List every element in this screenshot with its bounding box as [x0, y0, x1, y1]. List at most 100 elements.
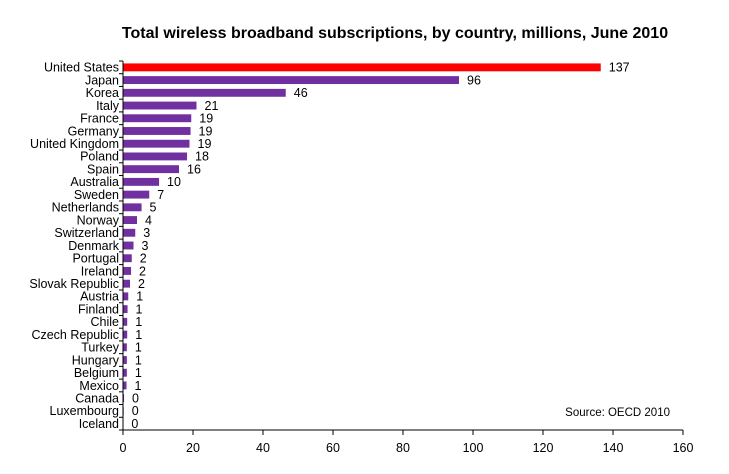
category-label-sweden: Sweden: [74, 188, 119, 202]
bar-austria: [123, 292, 129, 301]
value-label-czech-republic: 1: [135, 328, 142, 342]
value-label-turkey: 1: [135, 341, 142, 355]
value-label-mexico: 1: [135, 379, 142, 393]
value-label-korea: 46: [294, 86, 308, 100]
category-labels: United StatesJapanKoreaItalyFranceGerman…: [29, 61, 119, 431]
value-label-ireland: 2: [139, 264, 146, 278]
bar-france: [123, 114, 192, 123]
category-label-finland: Finland: [78, 302, 119, 316]
category-label-hungary: Hungary: [72, 353, 120, 367]
value-label-italy: 21: [205, 99, 219, 113]
bar-norway: [123, 216, 137, 224]
bar-ireland: [123, 267, 132, 275]
value-label-canada: 0: [132, 391, 139, 405]
x-tick-label: 100: [463, 441, 484, 455]
value-label-australia: 10: [167, 175, 181, 189]
category-label-poland: Poland: [80, 150, 119, 164]
bar-italy: [123, 101, 197, 110]
category-label-japan: Japan: [85, 73, 119, 87]
bar-japan: [123, 76, 459, 85]
value-label-netherlands: 5: [150, 201, 157, 215]
bar-portugal: [123, 254, 132, 263]
value-label-germany: 19: [199, 124, 213, 138]
value-label-norway: 4: [145, 213, 152, 227]
x-tick-label: 20: [186, 441, 200, 455]
value-label-poland: 18: [195, 150, 209, 164]
value-label-iceland: 0: [131, 417, 138, 431]
x-tick-label: 0: [120, 441, 127, 455]
x-tick-label: 160: [673, 441, 694, 455]
category-label-canada: Canada: [75, 391, 119, 405]
bar-mexico: [123, 381, 127, 390]
bar-germany: [123, 127, 191, 135]
value-label-chile: 1: [135, 315, 142, 329]
bar-poland: [123, 152, 188, 161]
bar-belgium: [123, 368, 127, 377]
bar-finland: [123, 305, 128, 314]
category-label-australia: Australia: [70, 175, 119, 189]
value-label-luxembourg: 0: [132, 404, 139, 418]
bar-australia: [123, 177, 160, 186]
category-label-mexico: Mexico: [79, 379, 119, 393]
bar-chile: [123, 317, 128, 326]
value-label-sweden: 7: [157, 188, 164, 202]
chart-source: Source: OECD 2010: [565, 407, 670, 419]
x-tick-label: 40: [256, 441, 270, 455]
bar-korea: [123, 88, 286, 97]
category-label-denmark: Denmark: [68, 239, 119, 253]
value-label-portugal: 2: [140, 252, 147, 266]
bar-switzerland: [123, 228, 136, 237]
category-label-united-kingdom: United Kingdom: [30, 137, 119, 151]
category-label-slovak-republic: Slovak Republic: [29, 277, 119, 291]
bar-hungary: [123, 356, 127, 364]
category-label-ireland: Ireland: [81, 264, 119, 278]
category-label-austria: Austria: [80, 290, 119, 304]
bar-turkey: [123, 343, 127, 352]
category-label-france: France: [80, 112, 119, 126]
bar-sweden: [123, 190, 150, 199]
chart-title: Total wireless broadband subscriptions, …: [122, 25, 668, 42]
category-label-chile: Chile: [91, 315, 120, 329]
x-tick-label: 80: [396, 441, 410, 455]
category-label-spain: Spain: [87, 162, 119, 176]
category-label-iceland: Iceland: [79, 417, 119, 431]
value-label-spain: 16: [187, 162, 201, 176]
category-label-norway: Norway: [77, 213, 120, 227]
bar-united-states: [123, 63, 601, 72]
bar-canada: [123, 394, 125, 403]
category-label-belgium: Belgium: [74, 366, 119, 380]
value-label-slovak-republic: 2: [138, 277, 145, 291]
value-label-belgium: 1: [135, 366, 142, 380]
value-label-austria: 1: [136, 290, 143, 304]
category-label-germany: Germany: [68, 124, 120, 138]
value-label-united-states: 137: [609, 61, 630, 75]
x-tick-label: 140: [603, 441, 624, 455]
bar-netherlands: [123, 203, 142, 212]
category-label-korea: Korea: [86, 86, 119, 100]
bar-spain: [123, 165, 179, 174]
bar-czech-republic: [123, 330, 128, 339]
value-label-hungary: 1: [135, 353, 142, 367]
category-label-italy: Italy: [96, 99, 120, 113]
category-label-turkey: Turkey: [81, 341, 119, 355]
category-label-portugal: Portugal: [72, 252, 119, 266]
x-tick-label: 120: [533, 441, 554, 455]
bar-slovak-republic: [123, 279, 130, 288]
bar-denmark: [123, 241, 134, 250]
value-label-finland: 1: [136, 302, 143, 316]
value-label-france: 19: [199, 112, 213, 126]
bar-united-kingdom: [123, 139, 190, 148]
value-label-switzerland: 3: [143, 226, 150, 240]
category-label-netherlands: Netherlands: [52, 201, 119, 215]
x-tick-label: 60: [326, 441, 340, 455]
category-label-switzerland: Switzerland: [54, 226, 119, 240]
value-label-japan: 96: [467, 73, 481, 87]
category-label-united-states: United States: [44, 61, 119, 75]
category-label-luxembourg: Luxembourg: [50, 404, 120, 418]
value-label-denmark: 3: [142, 239, 149, 253]
bars-group: [123, 63, 601, 428]
category-label-czech-republic: Czech Republic: [31, 328, 119, 342]
axes: 0 20 40 60 80 100 120 140 160: [119, 60, 694, 455]
